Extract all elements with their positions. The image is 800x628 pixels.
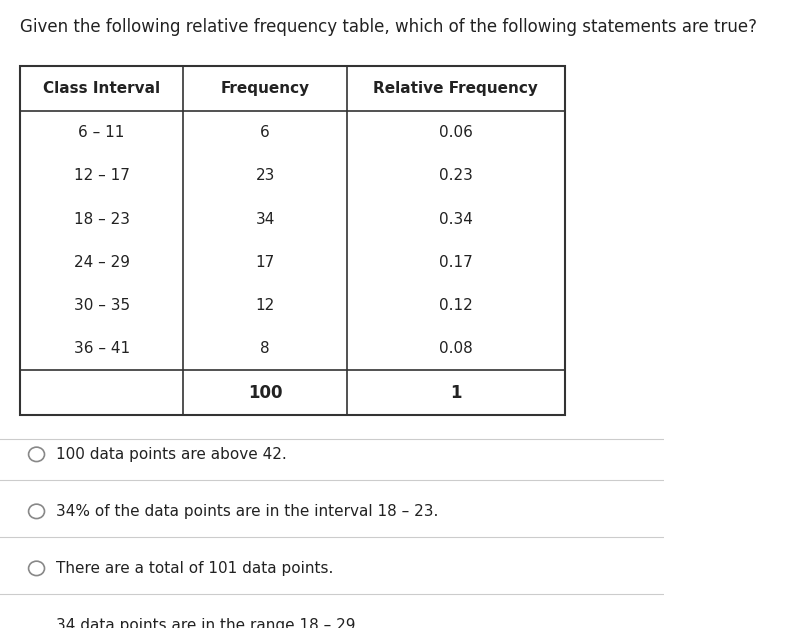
Text: 24 – 29: 24 – 29 <box>74 255 130 270</box>
Text: 1: 1 <box>450 384 462 402</box>
Text: 0.23: 0.23 <box>439 168 473 183</box>
Text: 36 – 41: 36 – 41 <box>74 341 130 356</box>
Text: 8: 8 <box>260 341 270 356</box>
Text: Frequency: Frequency <box>221 81 310 96</box>
Text: 18 – 23: 18 – 23 <box>74 212 130 227</box>
Text: 12 – 17: 12 – 17 <box>74 168 130 183</box>
Text: 23: 23 <box>255 168 274 183</box>
Text: 100 data points are above 42.: 100 data points are above 42. <box>57 447 287 462</box>
Text: 0.12: 0.12 <box>439 298 473 313</box>
Text: 17: 17 <box>255 255 274 270</box>
Text: 0.06: 0.06 <box>439 125 473 140</box>
Text: 6 – 11: 6 – 11 <box>78 125 125 140</box>
Text: 30 – 35: 30 – 35 <box>74 298 130 313</box>
Text: Class Interval: Class Interval <box>43 81 160 96</box>
Text: 34% of the data points are in the interval 18 – 23.: 34% of the data points are in the interv… <box>57 504 439 519</box>
Text: There are a total of 101 data points.: There are a total of 101 data points. <box>57 561 334 576</box>
Text: 6: 6 <box>260 125 270 140</box>
Text: 34: 34 <box>255 212 274 227</box>
Text: 100: 100 <box>248 384 282 402</box>
Text: 34 data points are in the range 18 – 29.: 34 data points are in the range 18 – 29. <box>57 618 361 628</box>
Text: Given the following relative frequency table, which of the following statements : Given the following relative frequency t… <box>20 18 757 36</box>
Text: 12: 12 <box>255 298 274 313</box>
Text: 0.34: 0.34 <box>439 212 473 227</box>
Text: 0.08: 0.08 <box>439 341 473 356</box>
Text: 0.17: 0.17 <box>439 255 473 270</box>
Text: Relative Frequency: Relative Frequency <box>374 81 538 96</box>
